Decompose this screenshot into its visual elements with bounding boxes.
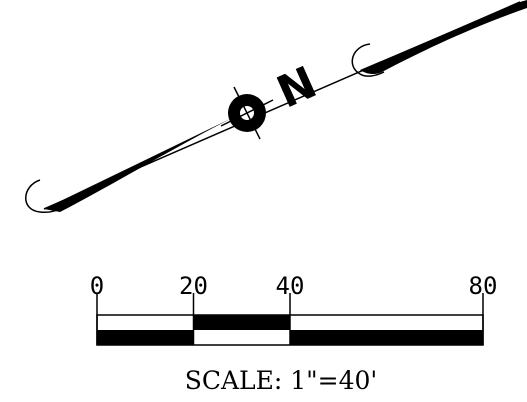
north-arrow-lower-hook	[25, 179, 63, 213]
scale-segment-top	[290, 315, 483, 330]
scale-tick-marks	[96, 293, 484, 345]
north-arrow-center-target	[220, 86, 274, 140]
scale-segment-bottom	[97, 330, 194, 345]
north-arrow-lower-blade	[44, 118, 232, 212]
scale-segments	[97, 315, 483, 345]
scale-bar: 0 20 40 80 SCALE: 1"=40'	[90, 272, 498, 395]
scale-segment-bottom	[193, 330, 290, 345]
north-letter: N	[270, 57, 324, 119]
north-arrow-upper-blade	[360, 0, 527, 75]
scale-segment-top	[97, 315, 194, 330]
scale-caption: SCALE: 1"=40'	[185, 366, 378, 395]
scale-tick-label: 0	[90, 272, 104, 300]
north-arrow-icon: N	[25, 0, 527, 213]
scale-segment-top	[193, 315, 290, 330]
scale-segment-bottom	[290, 330, 483, 345]
north-arrow-upper-hook	[351, 43, 385, 77]
scale-tick-labels: 0 20 40 80	[90, 272, 498, 300]
